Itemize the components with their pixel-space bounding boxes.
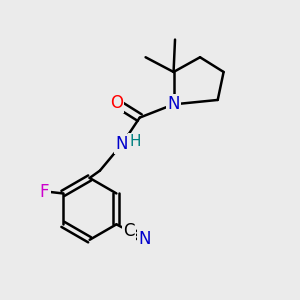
Text: H: H [130,134,141,149]
Text: N: N [116,135,128,153]
Text: N: N [138,230,151,248]
Text: O: O [110,94,123,112]
Text: F: F [40,183,50,201]
Text: N: N [167,95,180,113]
Text: C: C [123,222,134,240]
